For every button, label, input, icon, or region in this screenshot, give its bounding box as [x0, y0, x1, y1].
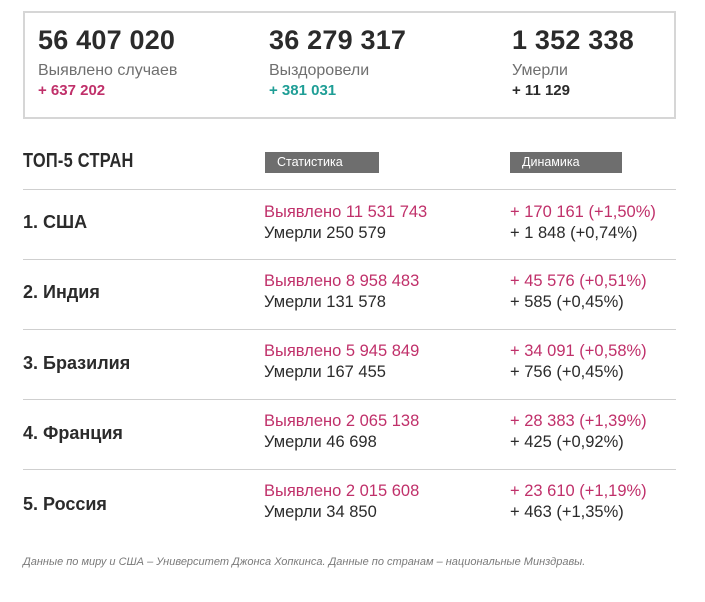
row-divider [23, 399, 676, 400]
source-footnote: Данные по миру и США – Университет Джонс… [23, 556, 586, 568]
country-deaths: Умерли 250 579 [264, 224, 386, 242]
country-deaths: Умерли 34 850 [264, 503, 377, 521]
country-dynamics: + 34 091 (+0,58%) + 756 (+0,45%) [510, 342, 647, 382]
country-statistics: Выявлено 2 015 608 Умерли 34 850 [264, 482, 419, 522]
country-deaths-delta: + 463 (+1,35%) [510, 503, 624, 521]
country-cases: Выявлено 2 015 608 [264, 482, 420, 500]
country-statistics: Выявлено 11 531 743 Умерли 250 579 [264, 203, 427, 243]
country-dynamics: + 45 576 (+0,51%) + 585 (+0,45%) [510, 272, 647, 312]
country-cases-delta: + 23 610 (+1,19%) [510, 482, 647, 500]
country-deaths: Умерли 131 578 [264, 293, 386, 311]
cases-label: Выявлено случаев [38, 62, 178, 79]
recovered-delta: + 381 031 [269, 82, 337, 99]
summary-panel: 56 407 020 Выявлено случаев + 637 202 36… [23, 11, 676, 119]
statistics-header: Статистика [265, 152, 379, 173]
country-cases-delta: + 28 383 (+1,39%) [510, 412, 647, 430]
country-row: 4. Франция Выявлено 2 065 138 Умерли 46 … [23, 399, 676, 469]
row-divider [23, 469, 676, 470]
country-row: 5. Россия Выявлено 2 015 608 Умерли 34 8… [23, 469, 676, 539]
country-cases-delta: + 170 161 (+1,50%) [510, 203, 656, 221]
deaths-label: Умерли [512, 62, 568, 79]
country-deaths: Умерли 46 698 [264, 433, 377, 451]
cases-total: 56 407 020 [38, 25, 176, 55]
deaths-total: 1 352 338 [512, 25, 634, 55]
cases-stat: 56 407 020 Выявлено случаев + 637 202 [38, 25, 177, 99]
country-deaths-delta: + 585 (+0,45%) [510, 293, 624, 311]
country-row: 3. Бразилия Выявлено 5 945 849 Умерли 16… [23, 329, 676, 399]
country-deaths-delta: + 1 848 (+0,74%) [510, 224, 638, 242]
dynamics-header: Динамика [510, 152, 622, 173]
recovered-label: Выздоровели [269, 62, 370, 79]
country-name: 1. США [23, 212, 88, 232]
deaths-delta: + 11 129 [512, 82, 570, 99]
row-divider [23, 189, 676, 190]
top-countries-title: ТОП-5 СТРАН [23, 150, 134, 172]
country-name: 5. Россия [23, 494, 107, 514]
country-statistics: Выявлено 5 945 849 Умерли 167 455 [264, 342, 419, 382]
country-name: 2. Индия [23, 282, 100, 302]
country-cases: Выявлено 5 945 849 [264, 342, 420, 360]
country-deaths-delta: + 425 (+0,92%) [510, 433, 624, 451]
country-deaths: Умерли 167 455 [264, 363, 386, 381]
country-name: 3. Бразилия [23, 353, 131, 373]
country-deaths-delta: + 756 (+0,45%) [510, 363, 624, 381]
country-statistics: Выявлено 2 065 138 Умерли 46 698 [264, 412, 419, 452]
country-row: 2. Индия Выявлено 8 958 483 Умерли 131 5… [23, 259, 676, 329]
recovered-total: 36 279 317 [269, 25, 407, 55]
country-row: 1. США Выявлено 11 531 743 Умерли 250 57… [23, 189, 676, 259]
country-cases: Выявлено 2 065 138 [264, 412, 420, 430]
country-cases: Выявлено 8 958 483 [264, 272, 420, 290]
country-name: 4. Франция [23, 423, 123, 443]
recovered-stat: 36 279 317 Выздоровели + 381 031 [269, 25, 406, 99]
country-dynamics: + 28 383 (+1,39%) + 425 (+0,92%) [510, 412, 647, 452]
country-dynamics: + 170 161 (+1,50%) + 1 848 (+0,74%) [510, 203, 656, 243]
country-cases-delta: + 34 091 (+0,58%) [510, 342, 647, 360]
country-statistics: Выявлено 8 958 483 Умерли 131 578 [264, 272, 419, 312]
cases-delta: + 637 202 [38, 82, 106, 99]
country-cases-delta: + 45 576 (+0,51%) [510, 272, 647, 290]
row-divider [23, 329, 676, 330]
row-divider [23, 259, 676, 260]
deaths-stat: 1 352 338 Умерли + 11 129 [512, 25, 634, 99]
country-cases: Выявлено 11 531 743 [264, 203, 428, 221]
country-dynamics: + 23 610 (+1,19%) + 463 (+1,35%) [510, 482, 647, 522]
